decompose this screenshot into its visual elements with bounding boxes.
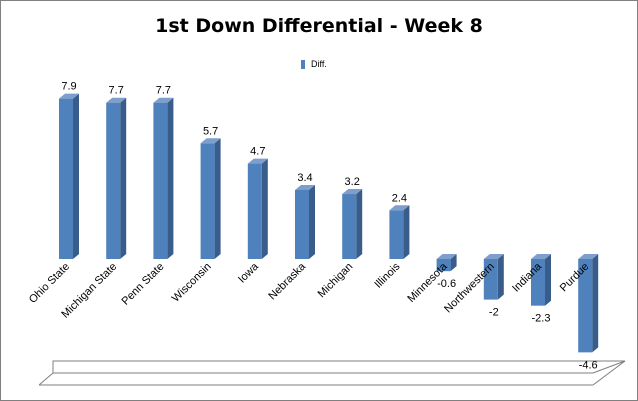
data-label: -2 [489, 307, 499, 319]
chart-floor-edge [592, 360, 626, 386]
chart-floor [52, 360, 626, 374]
category-label: Iowa [236, 260, 262, 286]
category-label: Michigan [316, 261, 356, 301]
category-label: Penn State [120, 261, 167, 308]
bar [295, 189, 309, 259]
legend-swatch [301, 59, 305, 69]
category-label: Ohio State [27, 261, 72, 306]
bar-top [200, 138, 221, 144]
bar [106, 102, 121, 259]
bar-top [531, 254, 551, 259]
bar [342, 194, 357, 259]
bar-top [247, 158, 268, 164]
data-label: -4.6 [579, 359, 598, 371]
chart-floor-edge [38, 372, 54, 386]
bar-side [592, 254, 599, 353]
bar [531, 259, 545, 306]
bar-side [497, 254, 504, 300]
category-label: Nebraska [266, 260, 308, 302]
bar-top [295, 184, 315, 190]
bar [389, 210, 404, 259]
bar-side [309, 184, 315, 259]
data-label: 3.2 [345, 176, 360, 188]
bar [59, 98, 73, 259]
bar-top [389, 205, 410, 211]
data-label: 2.4 [392, 192, 407, 204]
bar-top [483, 254, 504, 259]
data-label: 7.7 [109, 85, 124, 97]
bar-top [436, 254, 457, 259]
bar-top [59, 93, 79, 99]
bar-top [578, 254, 599, 259]
category-label: Illinois [372, 260, 402, 290]
bar-side [214, 138, 221, 259]
legend-label: Diff. [311, 59, 327, 69]
bar-side [167, 97, 174, 259]
bar-side [545, 254, 551, 306]
data-label: -0.6 [437, 278, 456, 290]
data-label: 5.7 [203, 125, 218, 137]
data-label: 7.7 [156, 85, 171, 97]
bar-top [106, 97, 127, 103]
bar-side [261, 158, 268, 259]
data-label: 4.7 [250, 146, 265, 158]
bar [578, 259, 593, 353]
bar [483, 259, 498, 300]
bar-side [356, 189, 363, 259]
bar-side [73, 93, 79, 259]
data-label: 3.4 [297, 172, 312, 184]
bar-side [450, 254, 457, 272]
data-label: 7.9 [61, 81, 76, 93]
bar [153, 102, 168, 259]
category-label: Wisconsin [170, 261, 214, 305]
legend: Diff. [301, 57, 327, 71]
chart-title: 1st Down Differential - Week 8 [155, 15, 483, 37]
bar-side [403, 205, 410, 259]
bar [200, 143, 215, 259]
bar [436, 259, 451, 272]
bar-side [120, 97, 127, 259]
bar-top [342, 189, 363, 195]
data-label: -2.3 [532, 313, 551, 325]
bar-top [153, 97, 174, 103]
bar [247, 163, 262, 259]
